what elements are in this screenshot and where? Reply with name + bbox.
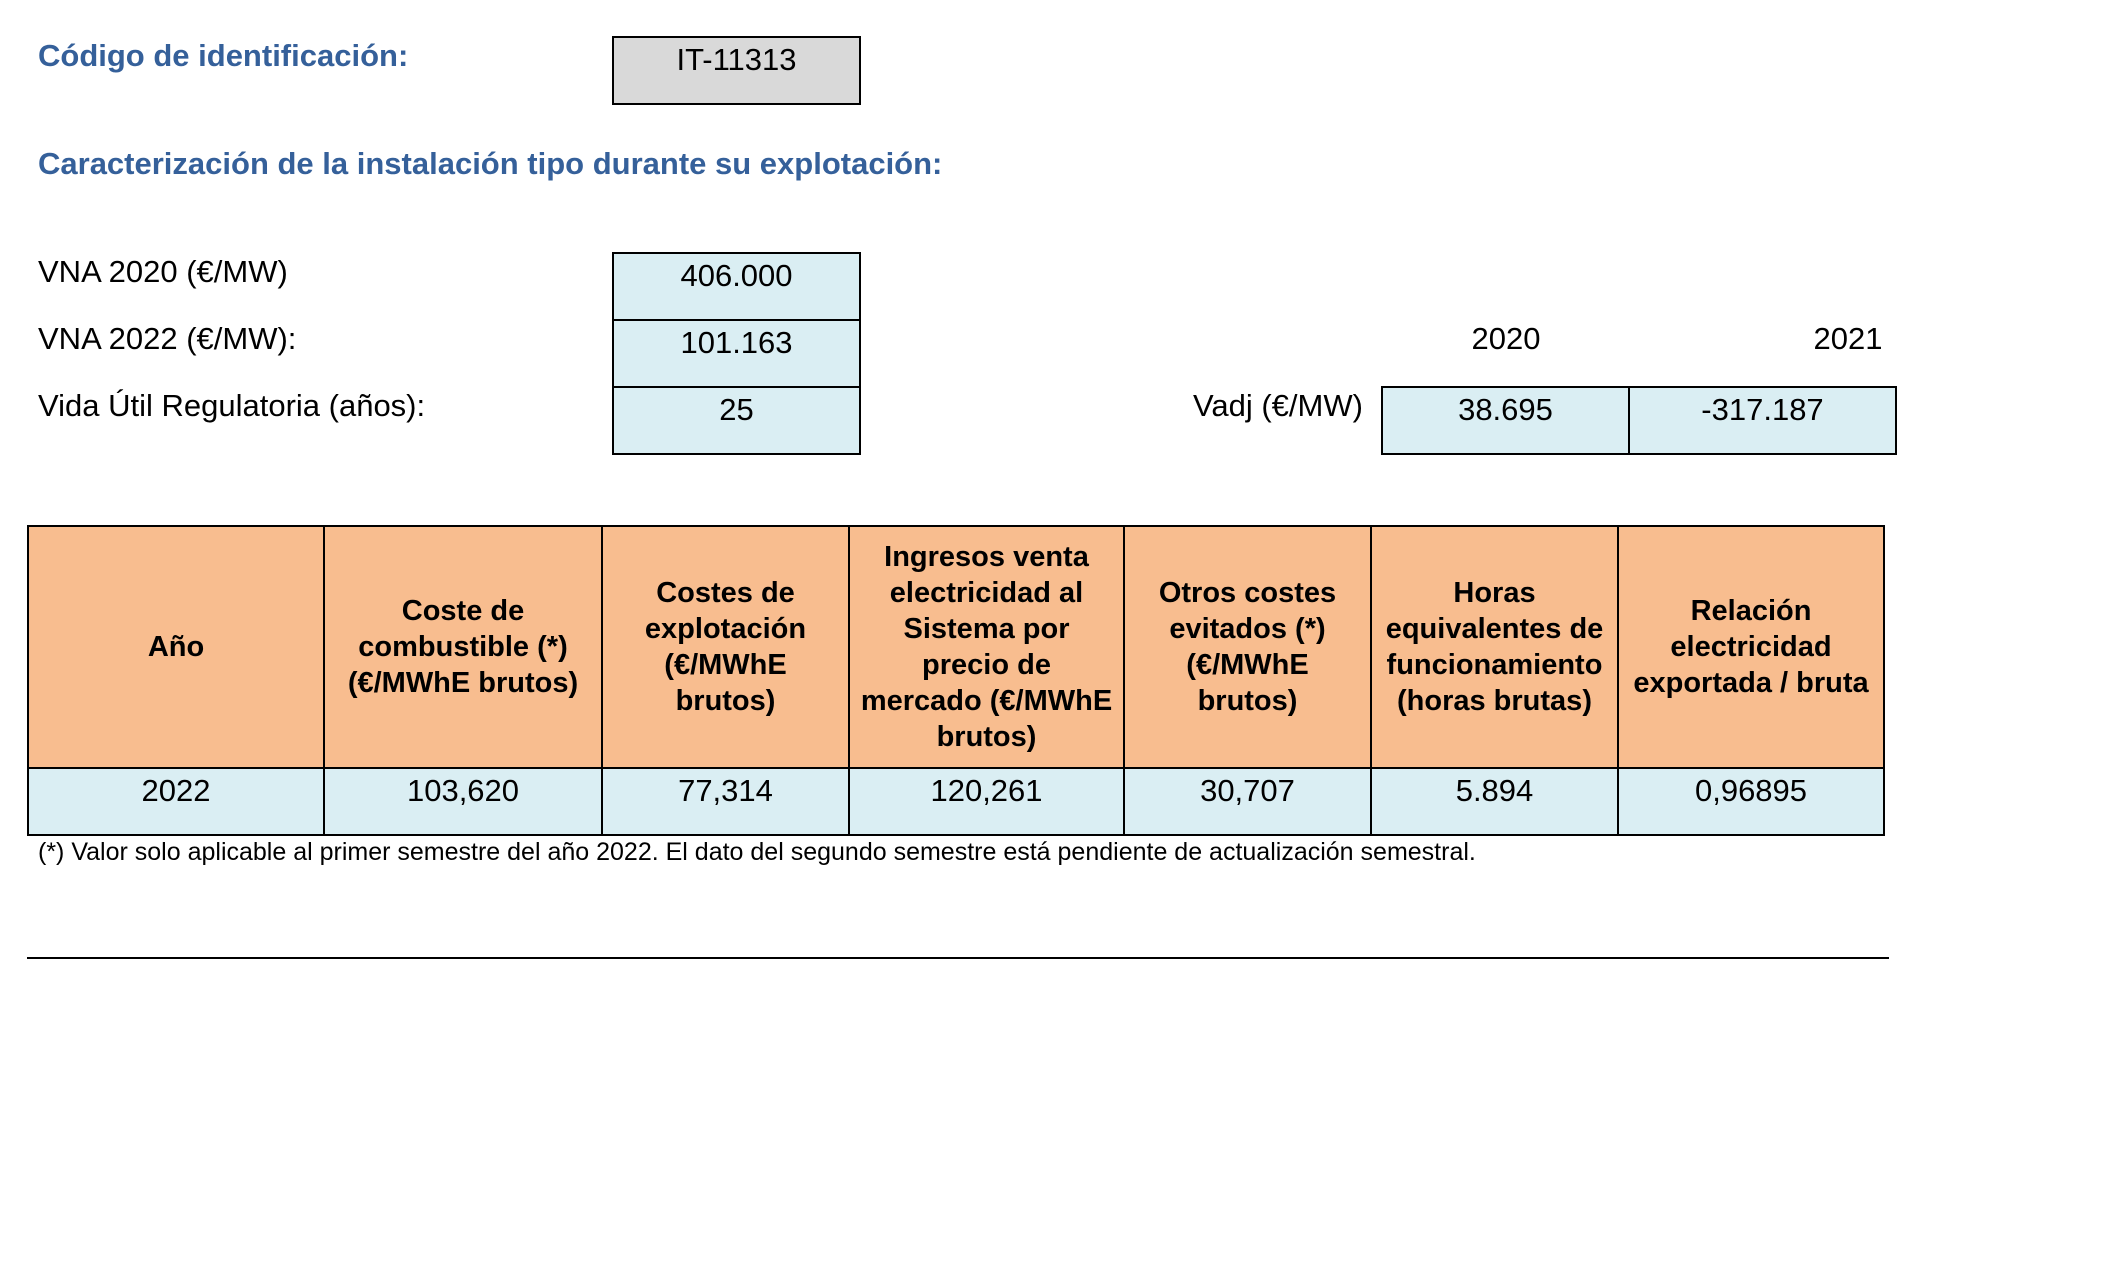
vna-2022-value: 101.163: [612, 319, 861, 388]
id-code-label: Código de identificación:: [38, 38, 409, 73]
cell-equivalent-hours: 5.894: [1370, 767, 1619, 836]
characterization-title: Caracterización de la instalación tipo d…: [38, 146, 943, 181]
cell-other-avoided-costs: 30,707: [1123, 767, 1372, 836]
vna-2020-label: VNA 2020 (€/MW): [38, 254, 288, 289]
useful-life-label: Vida Útil Regulatoria (años):: [38, 388, 426, 423]
header-other-avoided-costs: Otros costes evitados (*) (€/MWhE brutos…: [1123, 525, 1372, 769]
cell-market-revenue: 120,261: [848, 767, 1125, 836]
table-row: 2022 103,620 77,314 120,261 30,707 5.894…: [27, 767, 1885, 836]
header-market-revenue: Ingresos venta electricidad al Sistema p…: [848, 525, 1125, 769]
header-year: Año: [27, 525, 325, 769]
bottom-divider: [27, 957, 1889, 959]
cell-year: 2022: [27, 767, 325, 836]
cell-electricity-ratio: 0,96895: [1617, 767, 1885, 836]
table-header-row: Año Coste de combustible (*) (€/MWhE bru…: [27, 525, 1885, 769]
vna-2020-value: 406.000: [612, 252, 861, 321]
vna-2022-label: VNA 2022 (€/MW):: [38, 321, 297, 356]
cell-fuel-cost: 103,620: [323, 767, 603, 836]
useful-life-value: 25: [612, 386, 861, 455]
vadj-year-2021: 2021: [1813, 321, 1883, 356]
vadj-year-2020: 2020: [1471, 321, 1541, 356]
header-equivalent-hours: Horas equivalentes de funcionamiento (ho…: [1370, 525, 1619, 769]
header-electricity-ratio: Relación electricidad exportada / bruta: [1617, 525, 1885, 769]
vadj-value-2021: -317.187: [1628, 386, 1897, 455]
footnote: (*) Valor solo aplicable al primer semes…: [38, 838, 1476, 866]
id-code-value: IT-11313: [612, 36, 861, 105]
vadj-value-2020: 38.695: [1381, 386, 1630, 455]
header-fuel-cost: Coste de combustible (*) (€/MWhE brutos): [323, 525, 603, 769]
header-operating-costs: Costes de explotación (€/MWhE brutos): [601, 525, 850, 769]
operating-data-table: Año Coste de combustible (*) (€/MWhE bru…: [27, 525, 1885, 836]
cell-operating-costs: 77,314: [601, 767, 850, 836]
vadj-label: Vadj (€/MW): [1193, 388, 1363, 423]
